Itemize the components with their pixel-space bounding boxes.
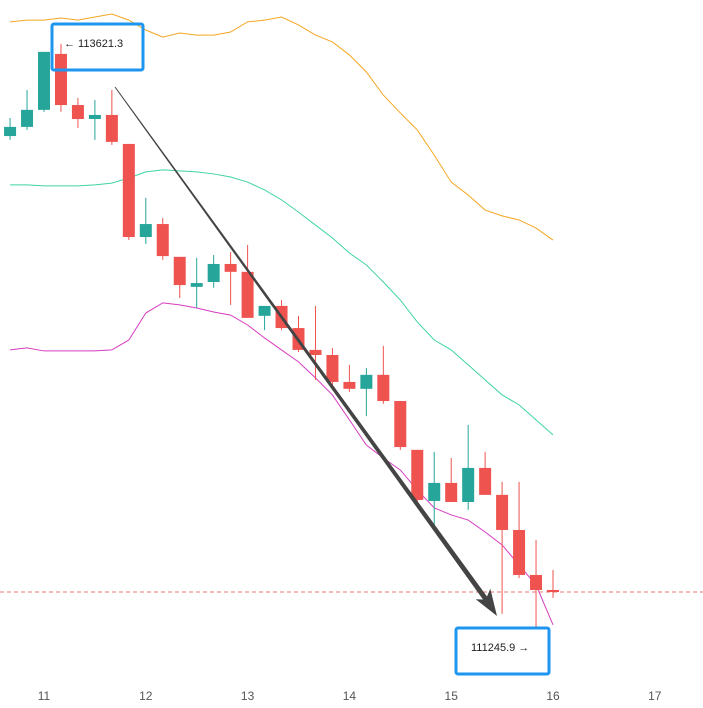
candle-body: [428, 482, 441, 501]
x-tick-label: 11: [38, 689, 51, 703]
band-line: [10, 169, 554, 436]
annotation-high: ← 113621.3: [64, 38, 123, 50]
band-line: [10, 302, 554, 626]
candle-body: [224, 263, 237, 272]
candle-body: [21, 109, 34, 127]
candle-body: [71, 105, 84, 120]
candle-body: [445, 482, 458, 502]
candle-body: [4, 126, 17, 137]
candle-body: [479, 467, 492, 495]
candle-body: [207, 263, 220, 283]
candle-body: [326, 355, 339, 382]
annotation-low: 111245.9 →: [471, 642, 529, 654]
candle-body: [411, 449, 424, 500]
x-tick-label: 12: [139, 689, 153, 703]
candle-body: [156, 224, 169, 257]
trend-arrow: [114, 86, 497, 616]
candle-body: [360, 374, 373, 389]
candle-body: [54, 53, 67, 106]
candle-body: [190, 283, 203, 287]
bands: [10, 13, 554, 626]
candle-body: [377, 374, 390, 402]
candle-body: [105, 114, 118, 142]
candle-body: [462, 467, 475, 502]
candle-body: [37, 51, 50, 110]
candle-body: [122, 143, 135, 238]
candle-body: [394, 401, 407, 448]
candle-body: [546, 589, 559, 593]
x-axis: 11 12 13 14 15 16 17: [38, 689, 662, 703]
x-tick-label: 13: [241, 689, 255, 703]
candle-body: [258, 305, 271, 316]
candles: [0, 43, 703, 648]
x-tick-label: 16: [546, 689, 560, 703]
x-tick-label: 15: [445, 689, 459, 703]
candle-body: [241, 271, 254, 318]
candle-body: [88, 114, 101, 120]
annotation-box: [454, 626, 551, 676]
annotation-box: [50, 22, 145, 72]
candle-body: [139, 224, 152, 238]
candle-body: [513, 529, 526, 575]
candle-body: [530, 574, 543, 590]
candle-body: [496, 494, 509, 530]
candle-body: [343, 381, 356, 389]
band-line: [10, 13, 554, 241]
x-tick-label: 14: [343, 689, 357, 703]
candle-body: [173, 256, 186, 286]
x-tick-label: 17: [648, 689, 662, 703]
candle-body: [309, 349, 322, 356]
